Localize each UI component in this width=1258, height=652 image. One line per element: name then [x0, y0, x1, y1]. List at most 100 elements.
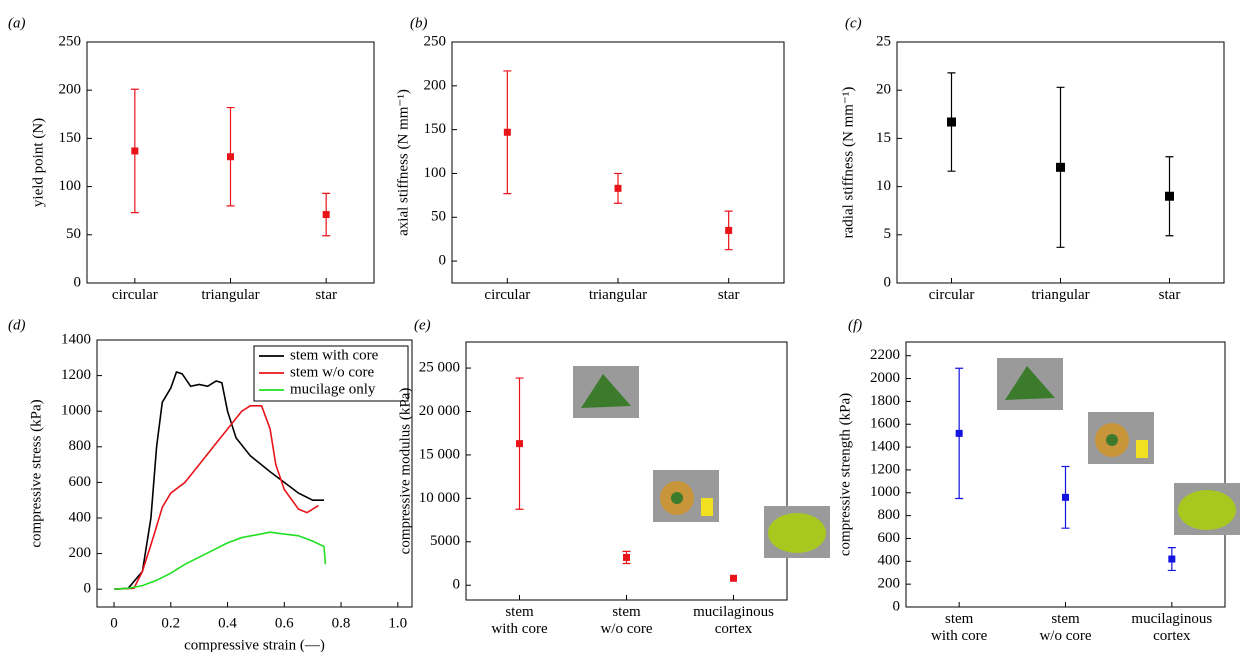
- point: [131, 147, 139, 155]
- x-tick-label: star: [315, 287, 337, 303]
- y-tick-label: 0: [74, 274, 82, 290]
- point: [614, 184, 622, 192]
- y-tick-label: 100: [424, 165, 447, 181]
- legend-label: stem with core: [290, 347, 379, 363]
- y-tick-label: 1600: [870, 416, 900, 432]
- x-tick-label: stem w/o core: [1039, 611, 1092, 644]
- panel-label: (d): [8, 317, 26, 333]
- x-tick-label: mucilaginous cortex: [1131, 611, 1213, 644]
- y-tick-label: 1000: [61, 403, 91, 419]
- panel-label: (c): [845, 15, 862, 31]
- x-tick-label: triangular: [1031, 287, 1090, 303]
- line: [113, 405, 319, 590]
- plot-frame: [96, 339, 413, 608]
- panel-label: (f): [848, 317, 862, 333]
- x-tick-label: circular: [484, 287, 531, 303]
- y-tick-label: 0: [453, 577, 461, 593]
- y-tick-label: 50: [431, 209, 446, 225]
- y-tick-label: 250: [59, 33, 82, 49]
- x-tick-label: circular: [111, 287, 158, 303]
- y-axis-title: yield point (N): [30, 118, 46, 207]
- panel-label: (b): [410, 15, 428, 31]
- x-tick-label: triangular: [201, 287, 260, 303]
- y-tick-label: 5000: [430, 533, 460, 549]
- x-axis-title: compressive strain (—): [184, 637, 325, 652]
- point: [1062, 493, 1069, 501]
- x-tick-label: stem with core: [931, 611, 988, 644]
- y-tick-label: 200: [424, 77, 447, 93]
- point: [503, 128, 511, 136]
- point: [955, 429, 963, 437]
- point: [1165, 191, 1174, 201]
- line: [113, 531, 327, 590]
- x-tick-label: stem with core: [491, 604, 548, 637]
- x-tick-label: stem w/o core: [600, 604, 653, 637]
- y-tick-label: 0: [884, 274, 892, 290]
- y-tick-label: 1000: [870, 484, 900, 500]
- y-axis-title: compressive modulus (kPa): [397, 388, 413, 555]
- point: [1168, 555, 1176, 563]
- point: [730, 574, 737, 582]
- y-tick-label: 1800: [870, 393, 900, 409]
- photo-subject: [701, 498, 713, 516]
- photo-subject: [1178, 490, 1236, 530]
- y-axis-title: compressive strength (kPa): [837, 393, 853, 556]
- y-axis-title: radial stiffness (N mm⁻¹): [840, 87, 856, 239]
- plot-frame: [451, 41, 785, 284]
- x-tick-label: 0: [110, 615, 118, 631]
- y-tick-label: 150: [59, 130, 82, 146]
- y-tick-label: 0: [84, 581, 92, 597]
- y-tick-label: 0: [893, 598, 901, 614]
- y-tick-label: 0: [439, 253, 447, 269]
- y-axis-title: compressive stress (kPa): [28, 399, 44, 547]
- y-tick-label: 600: [878, 530, 901, 546]
- point: [1056, 162, 1065, 172]
- y-tick-label: 800: [69, 438, 92, 454]
- point: [725, 226, 733, 234]
- y-axis-title: axial stiffness (N mm⁻¹): [395, 89, 411, 236]
- line: [113, 371, 325, 590]
- y-tick-label: 50: [66, 226, 81, 242]
- x-tick-label: 0.2: [161, 615, 180, 631]
- y-tick-label: 1400: [61, 331, 91, 347]
- point: [516, 440, 523, 448]
- y-tick-label: 800: [878, 507, 901, 523]
- y-tick-label: 400: [878, 553, 901, 569]
- point: [623, 553, 630, 561]
- y-tick-label: 200: [878, 576, 901, 592]
- y-tick-label: 400: [69, 509, 92, 525]
- photo-subject: [1005, 366, 1055, 400]
- legend-label: stem w/o core: [290, 364, 374, 380]
- x-tick-label: 0.6: [275, 615, 294, 631]
- y-tick-label: 25: [876, 33, 891, 49]
- photo-subject: [1136, 440, 1148, 458]
- y-tick-label: 25 000: [419, 359, 460, 375]
- y-tick-label: 2000: [870, 370, 900, 386]
- y-tick-label: 250: [424, 33, 447, 49]
- point: [947, 117, 956, 127]
- y-tick-label: 200: [69, 545, 92, 561]
- photo-subject: [581, 374, 631, 408]
- panel-label: (a): [8, 15, 26, 31]
- panel-label: (e): [414, 317, 431, 333]
- x-tick-label: star: [1158, 287, 1181, 303]
- y-tick-label: 2200: [870, 347, 900, 363]
- point: [322, 211, 330, 219]
- photo-subject: [671, 492, 683, 504]
- y-tick-label: 10 000: [419, 490, 460, 506]
- y-tick-label: 150: [424, 121, 447, 137]
- y-tick-label: 1200: [61, 367, 91, 383]
- legend-label: mucilage only: [290, 381, 376, 397]
- point: [227, 153, 234, 161]
- x-tick-label: 0.4: [218, 615, 237, 631]
- x-tick-label: mucilaginous cortex: [693, 604, 774, 637]
- x-tick-label: triangular: [588, 287, 648, 303]
- x-tick-label: 0.8: [332, 615, 351, 631]
- y-tick-label: 20 000: [419, 403, 460, 419]
- y-tick-label: 100: [59, 178, 82, 194]
- y-tick-label: 600: [69, 474, 92, 490]
- y-tick-label: 1400: [870, 439, 900, 455]
- y-tick-label: 1200: [870, 461, 900, 477]
